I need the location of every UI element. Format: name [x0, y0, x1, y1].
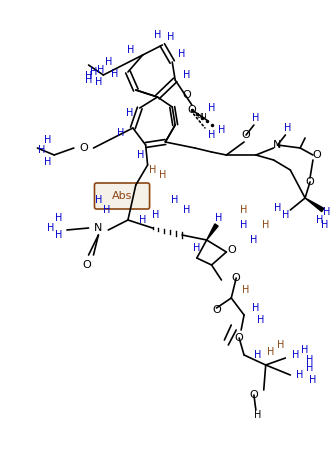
Text: H: H	[95, 77, 102, 87]
Text: H: H	[152, 210, 159, 220]
Text: H: H	[112, 69, 119, 79]
Text: H: H	[252, 113, 260, 123]
Text: uu: uu	[196, 110, 207, 119]
Text: N: N	[273, 140, 282, 150]
Text: H: H	[208, 130, 215, 140]
Text: O: O	[242, 130, 250, 140]
Text: O: O	[235, 333, 244, 343]
Text: H: H	[296, 370, 304, 380]
Text: H: H	[44, 157, 51, 167]
Text: H: H	[250, 235, 258, 245]
Text: O: O	[79, 143, 88, 153]
Text: H: H	[127, 45, 135, 55]
Text: H: H	[139, 215, 147, 225]
Text: H: H	[282, 210, 289, 220]
Text: H: H	[274, 203, 281, 213]
Text: H: H	[48, 223, 55, 233]
Text: Abs: Abs	[112, 191, 132, 201]
Text: H: H	[242, 285, 250, 295]
Text: H: H	[257, 315, 264, 325]
Text: H: H	[55, 230, 63, 240]
Text: H: H	[316, 215, 323, 225]
Text: H: H	[306, 363, 314, 373]
Text: H: H	[97, 65, 104, 75]
Text: H: H	[126, 108, 134, 118]
Text: H: H	[90, 67, 97, 77]
Text: H: H	[262, 220, 269, 230]
Text: H: H	[208, 103, 215, 113]
Text: H: H	[85, 71, 92, 81]
Text: H: H	[193, 243, 201, 253]
Polygon shape	[207, 224, 218, 240]
Text: H: H	[218, 125, 225, 135]
Text: H: H	[179, 49, 186, 59]
Text: O: O	[313, 150, 321, 160]
Text: O: O	[232, 273, 241, 283]
Text: H: H	[252, 303, 260, 313]
Polygon shape	[305, 198, 324, 212]
Text: H: H	[44, 135, 51, 145]
Text: H: H	[154, 30, 161, 40]
Text: O: O	[306, 177, 314, 187]
Text: H: H	[103, 205, 110, 215]
Text: H: H	[105, 57, 112, 67]
Text: O: O	[249, 390, 258, 400]
Text: H: H	[149, 165, 156, 175]
Text: O: O	[212, 305, 221, 315]
FancyBboxPatch shape	[94, 183, 149, 209]
Text: H: H	[215, 213, 222, 223]
Text: H: H	[183, 70, 191, 80]
Text: O: O	[187, 105, 196, 115]
Text: H: H	[284, 123, 291, 133]
Text: H: H	[323, 207, 330, 217]
Text: H: H	[240, 220, 248, 230]
Text: H: H	[137, 150, 145, 160]
Text: H: H	[277, 340, 284, 350]
Text: H: H	[291, 350, 299, 360]
Text: H: H	[167, 32, 174, 42]
Text: O: O	[227, 245, 236, 255]
Text: H: H	[117, 128, 125, 138]
Text: H: H	[321, 220, 328, 230]
Text: H: H	[301, 345, 309, 355]
Text: H: H	[55, 213, 63, 223]
Text: N: N	[94, 223, 103, 233]
Text: H: H	[183, 205, 191, 215]
Text: H: H	[38, 145, 45, 155]
Text: H: H	[254, 410, 262, 420]
Text: H: H	[85, 75, 92, 85]
Text: H: H	[267, 347, 274, 357]
Text: H: H	[240, 205, 248, 215]
Text: O: O	[82, 260, 91, 270]
Text: H: H	[306, 355, 314, 365]
Text: H: H	[159, 170, 166, 180]
Text: O: O	[182, 90, 191, 100]
Text: H: H	[254, 350, 262, 360]
Text: H: H	[172, 195, 179, 205]
Text: H: H	[95, 195, 102, 205]
Text: H: H	[309, 375, 317, 385]
